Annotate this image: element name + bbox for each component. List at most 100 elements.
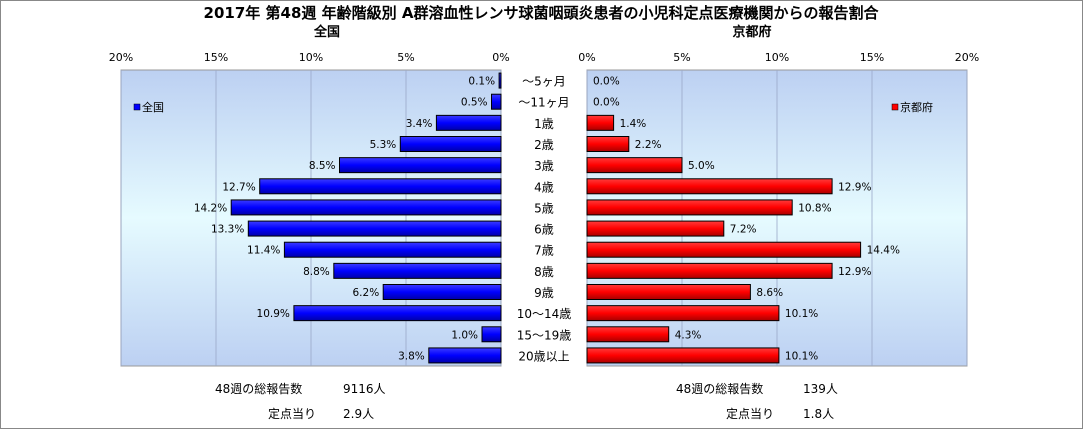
data-labels: 0.1% 0.0% 0.5% 0.0% 3.4% 1.4% 5.3% 2.2% 8.5% 5.0%… — [194, 76, 900, 363]
bar-zenkoku — [333, 262, 502, 279]
bar-kyoto — [586, 220, 725, 237]
category-label: 20歳以上 — [518, 349, 569, 363]
x-tick-left: 10% — [299, 51, 323, 64]
axis-ticks: 0% 0% 5% 5% 10% 10% 15% 15% 20% 20% — [109, 51, 979, 64]
category-label: 2歳 — [534, 138, 554, 152]
data-label-zenkoku: 1.0% — [451, 329, 478, 341]
data-label-kyoto: 5.0% — [688, 160, 715, 172]
data-label-kyoto: 0.0% — [593, 97, 620, 109]
data-label-zenkoku: 14.2% — [194, 202, 227, 214]
category-label: 8歳 — [534, 265, 554, 279]
bar-zenkoku — [382, 284, 502, 300]
legend-left-swatch — [133, 103, 141, 111]
category-label: ～5ヶ月 — [522, 75, 566, 89]
data-label-zenkoku: 0.5% — [461, 97, 488, 109]
legend-right-swatch — [891, 103, 899, 111]
data-label-kyoto: 10.1% — [785, 308, 818, 320]
data-label-kyoto: 12.9% — [838, 266, 871, 278]
right-per-label: 定点当り — [726, 406, 774, 421]
legend-right: 京都府 — [891, 100, 933, 114]
data-label-zenkoku: 13.3% — [211, 224, 244, 236]
x-tick-right: 5% — [673, 51, 690, 64]
bar-zenkoku — [428, 347, 502, 364]
data-label-kyoto: 2.2% — [635, 139, 662, 151]
left-panel-title: 全国 — [313, 24, 340, 40]
bar-zenkoku — [247, 220, 502, 237]
right-total-value: 139人 — [803, 382, 838, 396]
bar-zenkoku — [283, 241, 502, 258]
data-label-kyoto: 14.4% — [867, 245, 900, 257]
legend-left-label: 全国 — [142, 100, 164, 114]
bar-zenkoku — [435, 114, 502, 131]
x-tick-left: 20% — [109, 51, 133, 64]
category-label: 9歳 — [534, 286, 554, 300]
data-label-zenkoku: 8.8% — [303, 266, 330, 278]
x-tick-left: 5% — [397, 51, 414, 64]
bar-zenkoku — [399, 136, 502, 152]
data-label-kyoto: 12.9% — [838, 181, 871, 193]
data-label-zenkoku: 12.7% — [222, 181, 255, 193]
category-labels: ～5ヶ月 ～11ヶ月 1歳 2歳 3歳 4歳 5歳 6歳 7歳 8歳 9歳 10～14歳 15～19歳 2… — [517, 75, 572, 364]
x-tick-right: 20% — [955, 51, 979, 64]
x-tick-left: 0% — [492, 51, 509, 64]
left-total-label: 48週の総報告数 — [215, 381, 302, 396]
left-total-value: 9116人 — [343, 382, 386, 396]
category-label: 4歳 — [534, 180, 554, 194]
bar-zenkoku — [230, 199, 502, 216]
data-label-zenkoku: 6.2% — [353, 287, 380, 299]
bar-zenkoku — [293, 305, 502, 322]
data-label-zenkoku: 8.5% — [309, 160, 336, 172]
left-per-label: 定点当り — [268, 406, 316, 421]
category-label: 7歳 — [534, 244, 554, 258]
bar-kyoto — [586, 136, 630, 152]
data-label-zenkoku: 0.1% — [468, 76, 495, 88]
data-label-zenkoku: 11.4% — [247, 245, 280, 257]
data-label-zenkoku: 3.8% — [398, 350, 425, 362]
category-label: 15～19歳 — [517, 328, 572, 342]
category-label: 6歳 — [534, 223, 554, 237]
category-label: ～11ヶ月 — [518, 96, 569, 110]
bar-kyoto — [586, 199, 793, 216]
data-label-zenkoku: 5.3% — [370, 139, 397, 151]
data-label-kyoto: 0.0% — [593, 76, 620, 88]
right-panel-title: 京都府 — [732, 24, 771, 40]
bar-kyoto — [586, 157, 683, 174]
data-label-zenkoku: 3.4% — [406, 118, 433, 130]
right-per-value: 1.8人 — [803, 407, 834, 421]
data-label-kyoto: 7.2% — [730, 224, 757, 236]
category-label: 3歳 — [534, 159, 554, 173]
bar-kyoto — [586, 347, 780, 364]
category-label: 1歳 — [534, 117, 554, 131]
x-tick-left: 15% — [204, 51, 228, 64]
bar-kyoto — [586, 178, 833, 195]
bar-zenkoku — [481, 326, 502, 343]
x-tick-right: 10% — [765, 51, 789, 64]
bar-kyoto — [586, 114, 615, 131]
bar-kyoto — [586, 305, 780, 322]
bar-zenkoku — [339, 157, 502, 174]
bar-kyoto — [586, 262, 833, 279]
right-total-label: 48週の総報告数 — [676, 381, 763, 396]
bar-zenkoku — [491, 93, 502, 110]
legend-left: 全国 — [133, 100, 164, 114]
legend-right-label: 京都府 — [900, 100, 933, 114]
data-label-kyoto: 10.8% — [798, 202, 831, 214]
data-label-zenkoku: 10.9% — [257, 308, 290, 320]
category-label: 5歳 — [534, 201, 554, 215]
bar-kyoto — [586, 284, 751, 300]
bar-zenkoku — [498, 72, 502, 89]
bar-kyoto — [586, 241, 862, 258]
data-label-kyoto: 1.4% — [620, 118, 647, 130]
data-label-kyoto: 10.1% — [785, 350, 818, 362]
chart-title: 2017年 第48週 年齢階級別 A群溶血性レンサ球菌咽頭炎患者の小児科定点医療… — [204, 4, 880, 22]
bar-zenkoku — [259, 178, 502, 195]
data-label-kyoto: 8.6% — [756, 287, 783, 299]
x-tick-right: 15% — [860, 51, 884, 64]
category-label: 10～14歳 — [517, 307, 572, 321]
data-label-kyoto: 4.3% — [675, 329, 702, 341]
bar-kyoto — [586, 326, 670, 343]
bar-marks — [230, 72, 862, 364]
x-tick-right: 0% — [578, 51, 595, 64]
left-per-value: 2.9人 — [343, 407, 374, 421]
